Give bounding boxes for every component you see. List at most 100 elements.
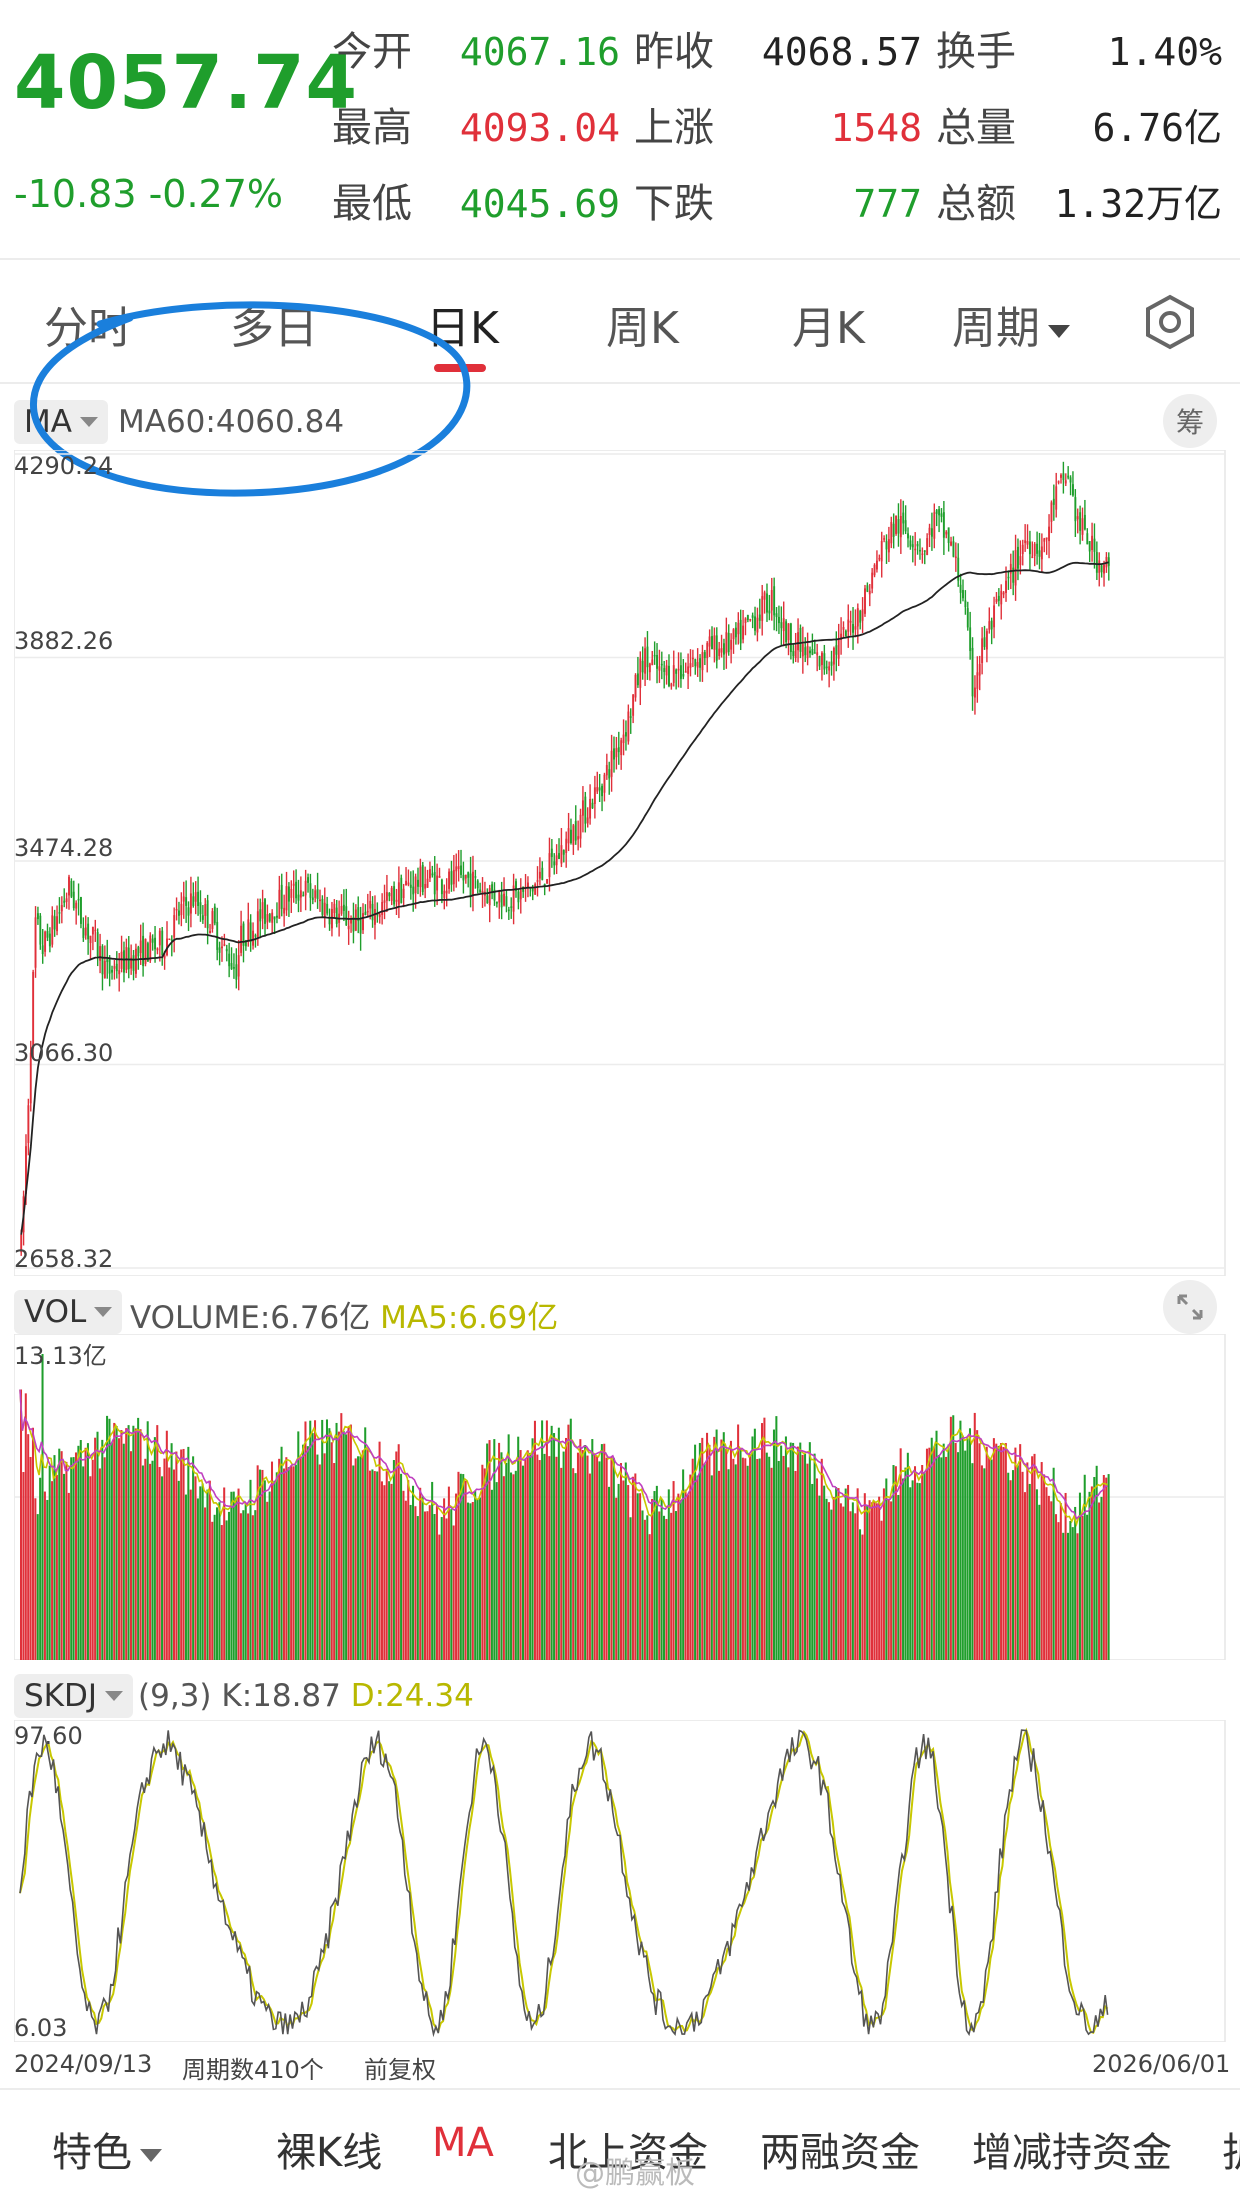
candle-body — [1000, 590, 1003, 605]
volume-bar — [519, 1450, 522, 1660]
candle-body — [1062, 473, 1065, 481]
volume-bar — [921, 1465, 924, 1660]
volume-bar — [959, 1420, 962, 1660]
candle-body — [890, 522, 893, 544]
candle-body — [457, 866, 460, 870]
volume-bar — [949, 1416, 952, 1660]
candle-body — [130, 957, 133, 969]
volume-bar — [744, 1458, 747, 1660]
chip-distribution-button[interactable]: 筹 — [1163, 394, 1217, 448]
settings-hexagon-icon[interactable] — [1140, 292, 1200, 352]
candle-body — [711, 636, 713, 650]
volume-bar — [435, 1504, 438, 1660]
tab-intraday[interactable]: 分时 — [44, 303, 132, 354]
special-dropdown[interactable]: 特色 — [52, 2120, 162, 2178]
volume-bar — [376, 1471, 379, 1660]
skdj-legend: (9,3) K:18.87 D:24.34 — [138, 1678, 474, 1714]
candle-body — [550, 848, 553, 858]
candle-body — [883, 538, 886, 540]
volume-bar — [457, 1471, 460, 1660]
candle-body — [388, 893, 391, 897]
volume-bar — [775, 1416, 778, 1660]
skdj-chart[interactable] — [14, 1720, 1226, 2042]
candle-body — [199, 902, 202, 915]
volume-bar — [184, 1494, 187, 1660]
stat-value: 4045.69 — [459, 182, 620, 226]
volume-bar — [565, 1437, 568, 1660]
candle-body — [950, 541, 952, 546]
naked-k-button[interactable]: 裸K线 — [276, 2130, 383, 2176]
candle-body — [146, 943, 149, 962]
volume-bar — [622, 1480, 625, 1660]
volume-bar — [249, 1479, 252, 1660]
tab-multi-day[interactable]: 多日 — [230, 303, 318, 354]
volume-bar — [161, 1476, 164, 1660]
volume-bar — [388, 1481, 391, 1660]
candle-body — [1026, 541, 1029, 545]
tab-weekly-k[interactable]: 周K — [606, 303, 679, 354]
candle-body — [1038, 550, 1041, 557]
volume-bar — [815, 1478, 819, 1660]
candle-body — [328, 916, 331, 925]
margin-funds-button[interactable]: 两融资金 — [760, 2130, 920, 2176]
candle-body — [68, 876, 70, 896]
volume-bar — [330, 1442, 333, 1660]
volume-bar — [108, 1418, 111, 1660]
candle-body — [586, 817, 589, 824]
candle-body — [574, 821, 577, 841]
volume-bar — [268, 1491, 271, 1660]
vol-indicator-select[interactable]: VOL — [14, 1290, 123, 1334]
candle-body — [737, 622, 740, 635]
candle-body — [801, 644, 804, 657]
ma-button[interactable]: MA — [432, 2120, 494, 2166]
candle-body — [813, 652, 816, 654]
volume-bar — [357, 1456, 360, 1660]
volume-bar — [997, 1445, 1000, 1660]
volume-bar — [608, 1486, 611, 1660]
skdj-indicator-select[interactable]: SKDJ — [14, 1674, 134, 1718]
volume-bar — [555, 1456, 558, 1660]
volume-bar — [605, 1457, 608, 1660]
volume-bar — [906, 1452, 909, 1660]
tab-daily-k[interactable]: 日K — [426, 303, 499, 354]
candle-body — [44, 931, 47, 952]
tab-monthly-k[interactable]: 月K — [792, 303, 865, 354]
volume-bar — [390, 1483, 393, 1660]
volume-bar — [980, 1465, 983, 1660]
candle-body — [393, 886, 396, 905]
candle-body — [395, 899, 398, 902]
candle-body — [417, 879, 419, 887]
candlestick-chart[interactable] — [14, 450, 1226, 1276]
candle-body — [734, 627, 737, 638]
candle-body — [854, 626, 857, 630]
volume-bar — [968, 1428, 972, 1660]
volume-bar — [1107, 1474, 1110, 1660]
volume-bar — [464, 1480, 467, 1660]
volume-chart[interactable] — [14, 1334, 1226, 1660]
tab-period-dropdown[interactable]: 周期 — [952, 292, 1070, 356]
volume-bar — [1023, 1492, 1026, 1660]
volume-bar — [230, 1491, 233, 1660]
candle-body — [713, 635, 716, 650]
candle-body — [397, 882, 400, 905]
candle-body — [904, 520, 907, 532]
candle-body — [218, 947, 221, 953]
candle-body — [591, 802, 594, 809]
skdj-top-tick: 97.60 — [14, 1722, 83, 1750]
candle-body — [1036, 543, 1039, 554]
volume-bar — [1095, 1465, 1098, 1660]
holding-change-button[interactable]: 增减持资金 — [972, 2130, 1172, 2176]
skdj-d-line — [19, 1727, 1109, 2035]
volume-bar — [507, 1434, 510, 1660]
volume-bar — [894, 1466, 897, 1660]
northbound-funds-button[interactable]: 北上资金 — [548, 2130, 708, 2176]
candle-body — [36, 913, 39, 920]
expand-icon[interactable] — [1163, 1280, 1217, 1334]
volume-bar — [328, 1428, 331, 1660]
candle-body — [916, 543, 919, 547]
candle-body — [639, 658, 642, 688]
candle-body — [636, 673, 639, 686]
volume-bar — [325, 1419, 328, 1660]
volume-bar — [772, 1429, 775, 1660]
more-item-button[interactable]: 护 — [1222, 2120, 1240, 2178]
